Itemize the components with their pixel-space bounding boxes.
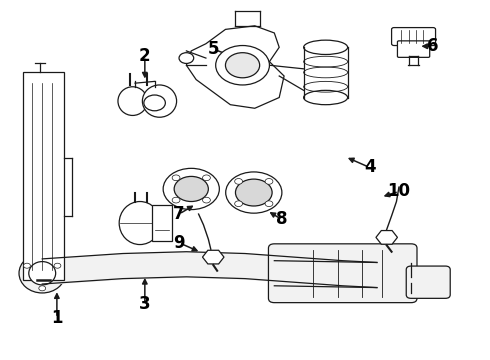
- Ellipse shape: [119, 202, 161, 244]
- Circle shape: [39, 286, 46, 291]
- Bar: [23, 72, 64, 280]
- Circle shape: [225, 53, 260, 78]
- Ellipse shape: [118, 87, 147, 116]
- Text: 4: 4: [364, 158, 375, 176]
- Ellipse shape: [163, 168, 220, 210]
- FancyBboxPatch shape: [392, 28, 436, 45]
- Circle shape: [216, 45, 270, 85]
- Circle shape: [172, 197, 180, 203]
- Ellipse shape: [236, 179, 272, 206]
- Text: 5: 5: [207, 40, 219, 58]
- Circle shape: [202, 197, 210, 203]
- Polygon shape: [186, 26, 284, 108]
- Ellipse shape: [304, 90, 347, 105]
- Text: 10: 10: [388, 183, 411, 201]
- Text: 9: 9: [173, 234, 185, 252]
- Ellipse shape: [143, 85, 176, 117]
- Circle shape: [202, 175, 210, 181]
- Text: 2: 2: [139, 47, 150, 65]
- Text: 3: 3: [139, 295, 150, 313]
- Bar: [152, 205, 171, 241]
- FancyBboxPatch shape: [269, 244, 417, 303]
- Text: 8: 8: [276, 211, 288, 229]
- Text: 1: 1: [51, 309, 63, 327]
- Text: 7: 7: [173, 205, 185, 223]
- Circle shape: [235, 201, 243, 207]
- Text: 6: 6: [427, 37, 439, 55]
- Circle shape: [144, 95, 165, 111]
- Circle shape: [172, 175, 180, 181]
- FancyBboxPatch shape: [397, 41, 430, 57]
- Circle shape: [54, 263, 61, 268]
- Circle shape: [179, 53, 194, 63]
- Ellipse shape: [174, 176, 208, 202]
- Circle shape: [235, 179, 243, 184]
- Ellipse shape: [29, 262, 56, 285]
- FancyBboxPatch shape: [406, 266, 450, 298]
- Circle shape: [24, 263, 30, 268]
- Ellipse shape: [304, 40, 347, 54]
- Ellipse shape: [226, 172, 282, 213]
- Ellipse shape: [19, 253, 66, 293]
- Circle shape: [265, 201, 273, 207]
- Circle shape: [265, 179, 273, 184]
